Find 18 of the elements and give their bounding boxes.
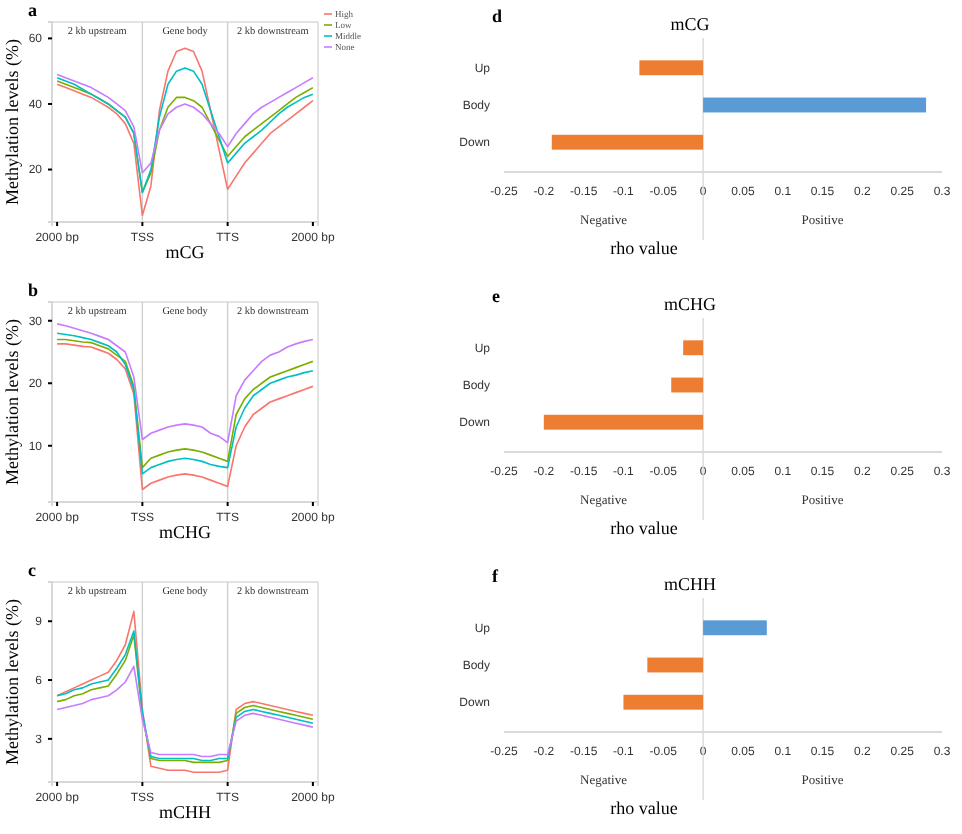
chart-title: mCG	[670, 14, 711, 34]
text: e	[492, 286, 500, 306]
x-axis-title: mCHH	[158, 802, 212, 822]
y-axis-title: Methylation levels (%)	[2, 599, 22, 765]
text: a	[28, 0, 38, 20]
x-axis-title: rho value	[610, 798, 678, 818]
text: b	[28, 280, 39, 300]
chart-title: mCHG	[663, 294, 717, 314]
chart-title: mCHH	[663, 574, 717, 594]
y-axis-title: Methylation levels (%)	[2, 39, 22, 205]
x-axis-title: mCHG	[158, 522, 212, 542]
text: f	[492, 566, 500, 586]
text: d	[492, 6, 503, 26]
x-axis-title: rho value	[610, 238, 678, 258]
x-axis-title: rho value	[610, 518, 678, 538]
text: c	[28, 560, 36, 580]
x-axis-title: mCG	[165, 242, 206, 262]
y-axis-title: Methylation levels (%)	[2, 319, 22, 485]
